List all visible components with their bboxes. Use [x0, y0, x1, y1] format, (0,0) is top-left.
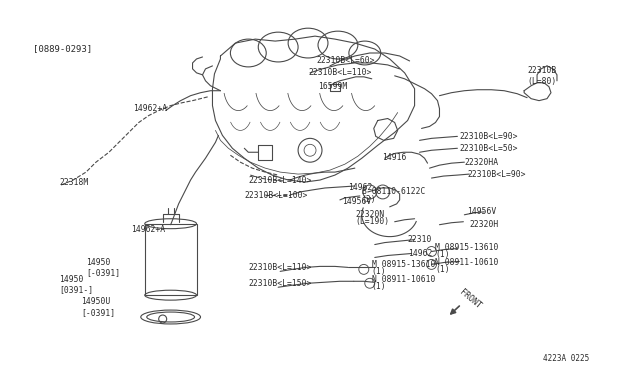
Text: N 08911-10610: N 08911-10610	[435, 258, 499, 267]
Text: (2): (2)	[362, 195, 376, 204]
Bar	[145, 224, 196, 295]
Text: (1): (1)	[435, 265, 450, 274]
Text: 16599M: 16599M	[318, 82, 348, 91]
Text: 14962: 14962	[348, 183, 372, 192]
Text: 22310B<L=90>: 22310B<L=90>	[460, 132, 518, 141]
Text: 22320H: 22320H	[469, 220, 499, 229]
Text: 14962+A: 14962+A	[133, 104, 167, 113]
Text: (1): (1)	[372, 282, 387, 291]
Text: M 08915-13610: M 08915-13610	[435, 243, 499, 252]
Text: 22310B<L=140>: 22310B<L=140>	[248, 176, 312, 185]
Text: 22310B<L=110>: 22310B<L=110>	[248, 263, 312, 272]
Text: [0889-0293]: [0889-0293]	[33, 45, 92, 54]
Text: 22310B<L=150>: 22310B<L=150>	[248, 279, 312, 288]
Text: N 08911-10610: N 08911-10610	[372, 275, 435, 284]
Text: FRONT: FRONT	[458, 288, 483, 311]
Text: 22318M: 22318M	[59, 177, 88, 186]
Text: M 08915-13610: M 08915-13610	[372, 260, 435, 269]
Text: 22310: 22310	[408, 235, 432, 244]
Text: 14956V: 14956V	[342, 198, 371, 206]
Text: 14916: 14916	[381, 153, 406, 162]
Text: 4223A 0225: 4223A 0225	[543, 354, 589, 363]
Text: 14962+A: 14962+A	[131, 225, 165, 234]
Text: 22310B<L=60>: 22310B<L=60>	[316, 57, 374, 65]
Text: (L=190): (L=190)	[356, 217, 390, 226]
Text: 14950U
[-0391]: 14950U [-0391]	[81, 297, 115, 317]
Text: 14956V: 14956V	[467, 207, 497, 216]
Text: 22320HA: 22320HA	[465, 158, 499, 167]
Text: 22320N: 22320N	[356, 210, 385, 219]
Text: 14950
[0391-]: 14950 [0391-]	[59, 275, 93, 294]
Text: 14950
[-0391]: 14950 [-0391]	[86, 258, 120, 277]
Text: (1): (1)	[372, 267, 387, 276]
Text: 22310B<L=50>: 22310B<L=50>	[460, 144, 518, 153]
Text: 14962: 14962	[408, 249, 432, 258]
Text: 22310B
(L=80): 22310B (L=80)	[527, 66, 556, 86]
Text: 22310B<L=110>: 22310B<L=110>	[308, 68, 371, 77]
Text: 22310B<L=100>: 22310B<L=100>	[244, 192, 308, 201]
Text: 22310B<L=90>: 22310B<L=90>	[467, 170, 526, 179]
Text: B 08110-6122C: B 08110-6122C	[362, 187, 425, 196]
Text: (1): (1)	[435, 250, 450, 259]
